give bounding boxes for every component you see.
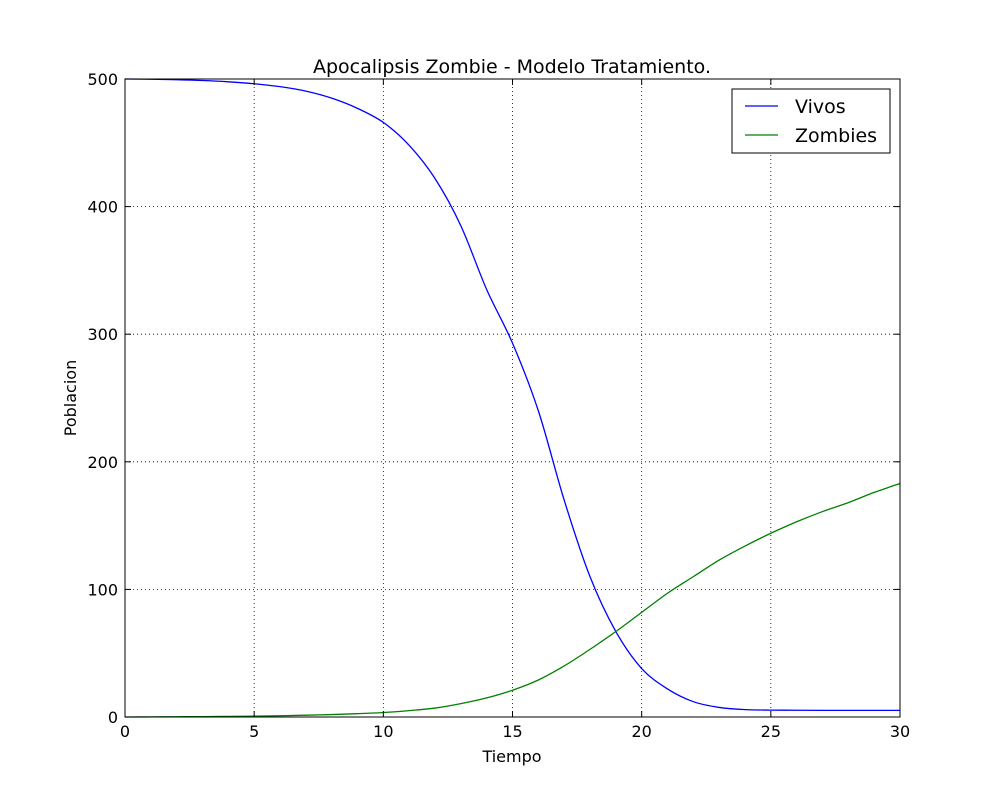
x-tick-label: 5 xyxy=(249,722,259,741)
x-tick-label: 15 xyxy=(502,722,522,741)
x-tick-label: 25 xyxy=(761,722,781,741)
chart-title: Apocalipsis Zombie - Modelo Tratamiento. xyxy=(313,56,711,78)
y-axis-label: Poblacion xyxy=(61,360,80,436)
legend: Vivos Zombies xyxy=(731,88,891,154)
y-tick-label: 0 xyxy=(108,708,118,727)
y-tick-label: 200 xyxy=(87,453,118,472)
x-tick-label: 10 xyxy=(373,722,393,741)
x-tick-label: 0 xyxy=(120,722,130,741)
y-tick-label: 500 xyxy=(87,70,118,89)
y-tick-label: 300 xyxy=(87,325,118,344)
x-axis-label: Tiempo xyxy=(481,747,541,766)
legend-label-zombies: Zombies xyxy=(795,125,877,147)
x-tick-label: 20 xyxy=(631,722,651,741)
legend-box xyxy=(731,88,891,154)
y-tick-label: 100 xyxy=(87,580,118,599)
x-tick-label: 30 xyxy=(890,722,910,741)
y-tick-label: 400 xyxy=(87,198,118,217)
legend-label-vivos: Vivos xyxy=(795,96,846,118)
